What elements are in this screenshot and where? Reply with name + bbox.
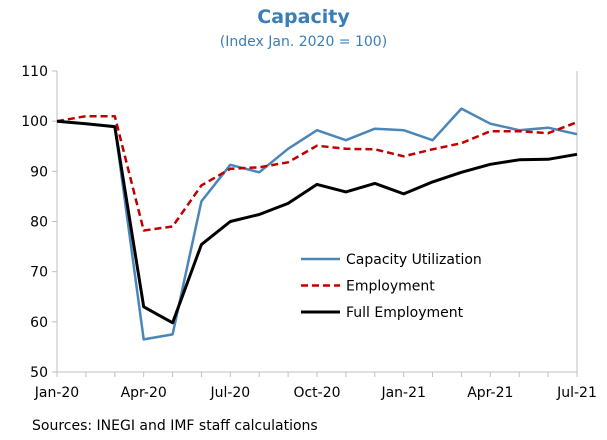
x-tick-label: Oct-20 xyxy=(293,385,340,401)
y-tick-label: 110 xyxy=(21,64,48,80)
series-line-capacity-utilization xyxy=(56,107,578,341)
x-tick-label: Jul-21 xyxy=(556,385,597,401)
chart-title: Capacity xyxy=(257,6,350,28)
source-note: Sources: INEGI and IMF staff calculation… xyxy=(32,418,318,434)
y-tick-label: 60 xyxy=(30,315,48,331)
x-tick-label: Jan-21 xyxy=(380,385,425,401)
series-line-full-employment xyxy=(56,119,578,325)
y-tick-label: 80 xyxy=(30,215,48,231)
x-tick-label: Jul-20 xyxy=(209,385,250,401)
y-tick-label: 100 xyxy=(21,114,48,130)
x-tick-label: Apr-20 xyxy=(121,385,167,401)
y-tick-label: 90 xyxy=(30,164,48,180)
x-tick-label: Jan-20 xyxy=(34,385,79,401)
chart-subtitle: (Index Jan. 2020 = 100) xyxy=(219,34,388,50)
y-tick-label: 50 xyxy=(30,365,48,381)
legend-label: Full Employment xyxy=(346,305,464,321)
y-tick-label: 70 xyxy=(30,265,48,281)
series-line-employment xyxy=(56,114,578,232)
x-tick-label: Apr-21 xyxy=(467,385,513,401)
legend-label: Capacity Utilization xyxy=(346,252,482,268)
legend-label: Employment xyxy=(346,279,435,295)
